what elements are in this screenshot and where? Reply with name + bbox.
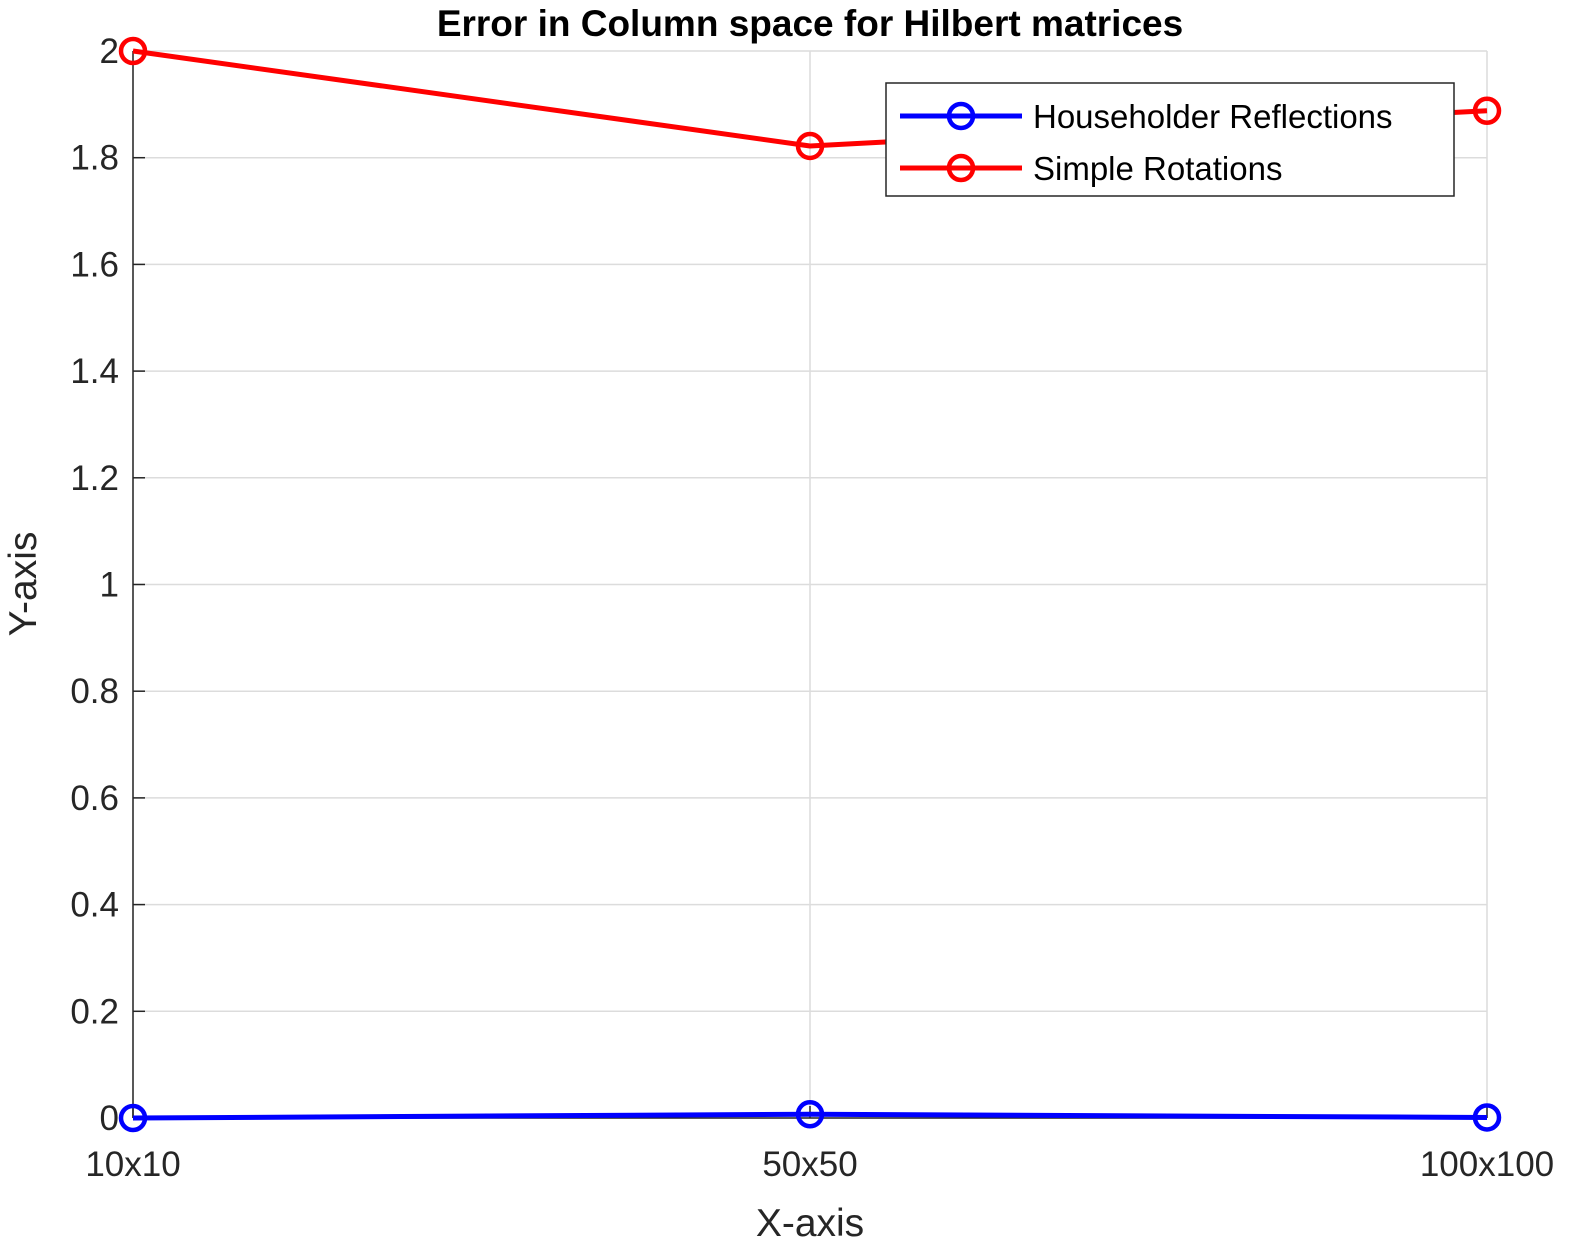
y-axis-label: Y-axis [2, 532, 45, 637]
chart-title: Error in Column space for Hilbert matric… [437, 3, 1183, 44]
legend-marker-swatch [946, 101, 976, 131]
y-tick-label: 1.8 [70, 139, 119, 178]
y-tick-label: 0.2 [70, 992, 119, 1031]
y-tick-label: 1.2 [70, 459, 119, 498]
legend-item: Simple Rotations [900, 150, 1282, 187]
y-tick-label: 1 [100, 566, 119, 605]
y-tick-label: 0.4 [70, 886, 119, 925]
x-tick-label: 10x10 [85, 1145, 180, 1184]
data-point [118, 36, 148, 66]
legend-box [885, 82, 1455, 197]
data-point [118, 1103, 148, 1133]
y-tick-label: 0.6 [70, 779, 119, 818]
legend-label: Householder Reflections [1033, 98, 1393, 135]
y-tick-label: 1.4 [70, 352, 119, 391]
x-tick-label: 100x100 [1420, 1145, 1554, 1184]
y-tick-label: 1.6 [70, 245, 119, 284]
x-tick-labels: 10x10 50x50 100x100 [85, 1145, 1554, 1184]
y-tick-label: 2 [100, 32, 119, 71]
legend-marker-swatch [946, 153, 976, 183]
grid [132, 50, 1488, 1119]
data-point [795, 131, 825, 161]
x-axis-label: X-axis [756, 1202, 864, 1244]
y-tick-labels: 0 0.2 0.4 0.6 0.8 1 1.2 1.4 1.6 1.8 2 [70, 32, 119, 1138]
legend-label: Simple Rotations [1033, 150, 1282, 187]
y-tick-label: 0.8 [70, 672, 119, 711]
legend-item: Householder Reflections [900, 98, 1393, 135]
series-0 [118, 1100, 1502, 1133]
legend: Householder Reflections Simple Rotations [885, 82, 1455, 197]
y-tick-label: 0 [100, 1099, 119, 1138]
data-point [1472, 96, 1502, 126]
data-point [795, 1100, 825, 1129]
series-line [132, 1111, 1488, 1121]
x-tick-label: 50x50 [762, 1145, 857, 1184]
data-point [1472, 1103, 1502, 1132]
